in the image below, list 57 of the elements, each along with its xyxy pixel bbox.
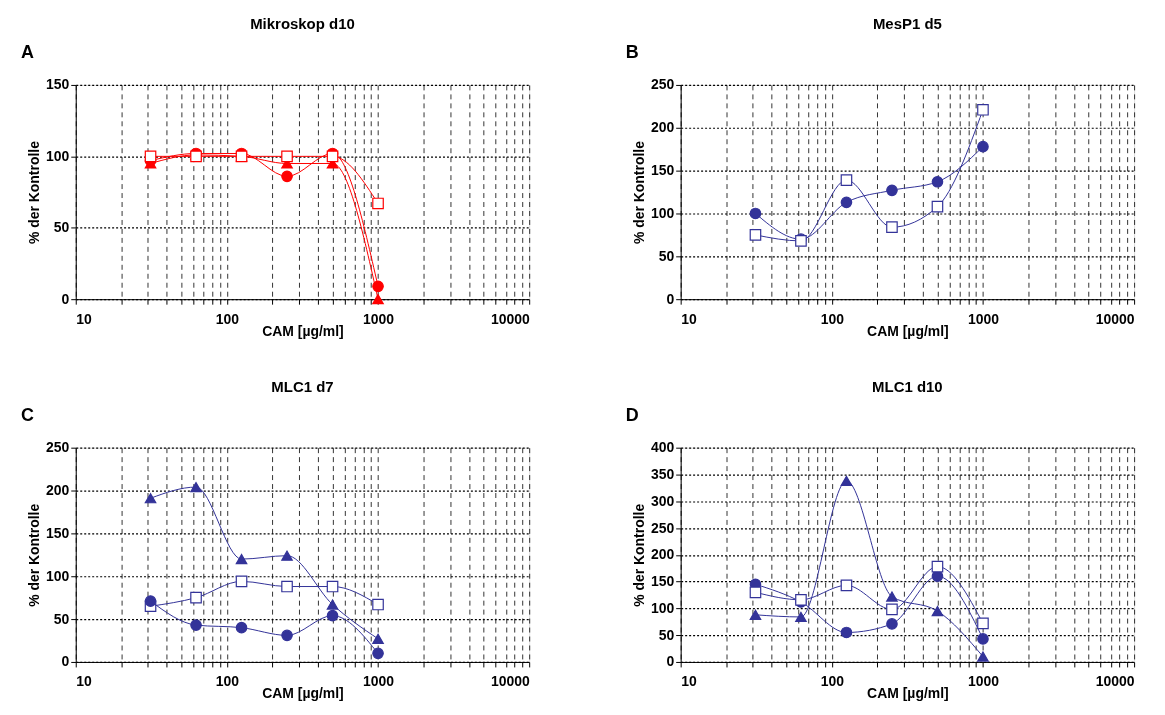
x-axis-title: CAM [µg/ml]	[262, 685, 344, 702]
x-axis-title: CAM [µg/ml]	[867, 685, 949, 702]
y-tick-label: 200	[650, 546, 675, 563]
x-tick-label: 10000	[1095, 310, 1135, 327]
y-tick-label: 50	[658, 247, 675, 264]
x-tick-label: 1000	[363, 310, 395, 327]
text: A	[20, 42, 34, 63]
text: C	[20, 404, 34, 425]
x-tick-label: 10000	[490, 673, 530, 690]
x-tick-label: 10000	[490, 310, 530, 327]
y-tick-label: 50	[53, 610, 70, 627]
y-axis-title: % der Kontrolle	[26, 140, 43, 245]
y-tick-label: 250	[46, 439, 70, 456]
y-tick-label: 100	[650, 599, 675, 616]
y-tick-label: 0	[666, 290, 675, 307]
y-tick-label: 200	[650, 119, 675, 136]
y-tick-label: 100	[46, 147, 70, 164]
y-axis-title: % der Kontrolle	[630, 503, 647, 607]
y-tick-label: 150	[46, 524, 70, 541]
text: B	[625, 42, 639, 63]
y-tick-label: 300	[650, 492, 675, 509]
y-tick-label: 250	[650, 76, 675, 93]
x-tick-label: 10	[681, 310, 697, 327]
y-tick-label: 200	[46, 482, 70, 499]
x-tick-label: 10000	[1095, 673, 1135, 690]
y-tick-label: 150	[650, 573, 675, 590]
y-axis-title: % der Kontrolle	[26, 503, 43, 607]
y-tick-label: 150	[46, 76, 70, 93]
chart-title: MLC1 d10	[872, 377, 943, 395]
x-tick-label: 1000	[967, 310, 1000, 327]
x-tick-label: 100	[215, 673, 240, 690]
x-tick-label: 10	[681, 673, 697, 690]
y-tick-label: 250	[650, 519, 675, 536]
y-tick-label: 50	[53, 219, 70, 236]
text: D	[625, 404, 639, 425]
y-tick-label: 0	[61, 653, 70, 670]
chart-title: Mikroskop d10	[250, 15, 355, 33]
y-tick-label: 150	[650, 162, 675, 179]
chart-title: MLC1 d7	[271, 377, 334, 395]
x-tick-label: 1000	[363, 673, 395, 690]
x-axis-title: CAM [µg/ml]	[262, 322, 344, 339]
x-tick-label: 10	[76, 673, 92, 690]
y-tick-label: 100	[650, 204, 675, 221]
x-tick-label: 100	[215, 310, 240, 327]
x-tick-label: 100	[820, 310, 845, 327]
y-tick-label: 0	[61, 290, 70, 307]
y-tick-label: 50	[658, 626, 675, 643]
x-tick-label: 10	[76, 310, 92, 327]
chart-title: MesP1 d5	[872, 15, 942, 33]
y-axis-title: % der Kontrolle	[630, 140, 647, 245]
y-tick-label: 100	[46, 567, 70, 584]
x-tick-label: 1000	[967, 673, 1000, 690]
x-tick-label: 100	[820, 673, 845, 690]
y-tick-label: 400	[650, 439, 675, 456]
y-tick-label: 350	[650, 465, 675, 482]
x-axis-title: CAM [µg/ml]	[867, 322, 949, 339]
y-tick-label: 0	[666, 653, 675, 670]
